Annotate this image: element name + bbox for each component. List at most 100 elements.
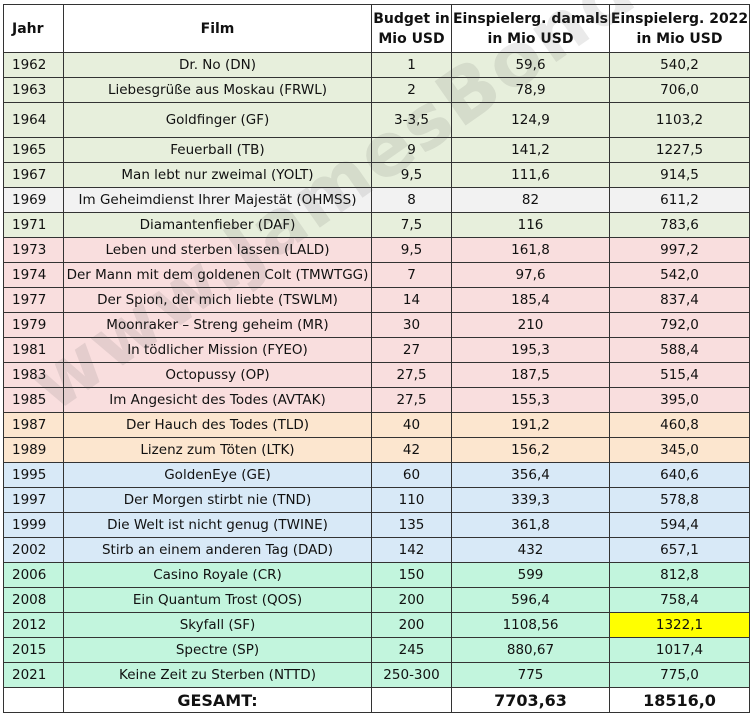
year-cell: 1963 bbox=[3, 77, 64, 103]
box-office-2022-cell: 640,6 bbox=[609, 462, 750, 488]
year-cell: 1985 bbox=[3, 387, 64, 413]
table-row: 2015 Spectre (SP) 245 880,67 1017,4 bbox=[3, 637, 750, 663]
box-office-2022-cell: 997,2 bbox=[609, 237, 750, 263]
box-office-2022-cell: 395,0 bbox=[609, 387, 750, 413]
year-cell: 2006 bbox=[3, 562, 64, 588]
budget-cell: 27,5 bbox=[371, 387, 452, 413]
table-row: 1983 Octopussy (OP) 27,5 187,5 515,4 bbox=[3, 362, 750, 388]
box-office-2022-cell: 914,5 bbox=[609, 162, 750, 188]
year-cell: 1981 bbox=[3, 337, 64, 363]
table-row: 1979 Moonraker – Streng geheim (MR) 30 210 7… bbox=[3, 312, 750, 338]
budget-cell: 14 bbox=[371, 287, 452, 313]
box-office-2022-cell: 775,0 bbox=[609, 662, 750, 688]
year-cell: 1969 bbox=[3, 187, 64, 213]
table-row: 1977 Der Spion, der mich liebte (TSWLM) 14… bbox=[3, 287, 750, 313]
budget-cell: 2 bbox=[371, 77, 452, 103]
film-title-cell: Der Morgen stirbt nie (TND) bbox=[63, 487, 372, 513]
table-row: 1981 In tödlicher Mission (FYEO) 27 195,3 58… bbox=[3, 337, 750, 363]
budget-cell: 27,5 bbox=[371, 362, 452, 388]
box-office-then-cell: 155,3 bbox=[451, 387, 610, 413]
budget-cell: 200 bbox=[371, 587, 452, 613]
table-row: 1974 Der Mann mit dem goldenen Colt (TMWT… bbox=[3, 262, 750, 288]
bond-box-office-table: Jahr Film Budget in Mio USD Einspielerg.… bbox=[3, 4, 750, 713]
box-office-then-cell: 185,4 bbox=[451, 287, 610, 313]
budget-cell: 8 bbox=[371, 187, 452, 213]
box-office-then-cell: 339,3 bbox=[451, 487, 610, 513]
budget-cell: 60 bbox=[371, 462, 452, 488]
box-office-then-cell: 210 bbox=[451, 312, 610, 338]
table-row: 1985 Im Angesicht des Todes (AVTAK) 27,5 15… bbox=[3, 387, 750, 413]
box-office-then-cell: 97,6 bbox=[451, 262, 610, 288]
header-film: Film bbox=[63, 4, 372, 53]
budget-cell: 7,5 bbox=[371, 212, 452, 238]
film-title-cell: GoldenEye (GE) bbox=[63, 462, 372, 488]
box-office-2022-cell: 594,4 bbox=[609, 512, 750, 538]
table-row: 1995 GoldenEye (GE) 60 356,4 640,6 bbox=[3, 462, 750, 488]
box-office-then-cell: 191,2 bbox=[451, 412, 610, 438]
header-budget-line1: Budget in bbox=[373, 10, 450, 27]
budget-cell: 135 bbox=[371, 512, 452, 538]
header-budget: Budget in Mio USD bbox=[371, 4, 452, 53]
total-empty-cell bbox=[3, 687, 64, 713]
year-cell: 2002 bbox=[3, 537, 64, 563]
film-title-cell: Keine Zeit zu Sterben (NTTD) bbox=[63, 662, 372, 688]
box-office-then-cell: 78,9 bbox=[451, 77, 610, 103]
box-office-2022-cell: 515,4 bbox=[609, 362, 750, 388]
header-budget-line2: Mio USD bbox=[378, 30, 445, 47]
box-office-2022-cell: 837,4 bbox=[609, 287, 750, 313]
film-title-cell: Moonraker – Streng geheim (MR) bbox=[63, 312, 372, 338]
header-einspiel-2022: Einspielerg. 2022 in Mio USD bbox=[609, 4, 750, 53]
film-title-cell: Octopussy (OP) bbox=[63, 362, 372, 388]
budget-cell: 9,5 bbox=[371, 237, 452, 263]
box-office-2022-cell: 792,0 bbox=[609, 312, 750, 338]
year-cell: 1997 bbox=[3, 487, 64, 513]
budget-cell: 3-3,5 bbox=[371, 102, 452, 138]
box-office-2022-cell: 1017,4 bbox=[609, 637, 750, 663]
box-office-then-cell: 356,4 bbox=[451, 462, 610, 488]
box-office-2022-cell: 657,1 bbox=[609, 537, 750, 563]
budget-cell: 30 bbox=[371, 312, 452, 338]
table-row: 1963 Liebesgrüße aus Moskau (FRWL) 2 78,9 70… bbox=[3, 77, 750, 103]
budget-cell: 27 bbox=[371, 337, 452, 363]
table-row: 1989 Lizenz zum Töten (LTK) 42 156,2 345,0 bbox=[3, 437, 750, 463]
box-office-then-cell: 880,67 bbox=[451, 637, 610, 663]
table-row: 1999 Die Welt ist nicht genug (TWINE) 135 3… bbox=[3, 512, 750, 538]
budget-cell: 150 bbox=[371, 562, 452, 588]
total-label: GESAMT: bbox=[63, 687, 372, 713]
year-cell: 2008 bbox=[3, 587, 64, 613]
year-cell: 1962 bbox=[3, 52, 64, 78]
box-office-then-cell: 82 bbox=[451, 187, 610, 213]
film-title-cell: Liebesgrüße aus Moskau (FRWL) bbox=[63, 77, 372, 103]
budget-cell: 1 bbox=[371, 52, 452, 78]
budget-cell: 9 bbox=[371, 137, 452, 163]
table-row: 1987 Der Hauch des Todes (TLD) 40 191,2 460,… bbox=[3, 412, 750, 438]
box-office-then-cell: 59,6 bbox=[451, 52, 610, 78]
film-title-cell: Man lebt nur zweimal (YOLT) bbox=[63, 162, 372, 188]
header-heute-line2: in Mio USD bbox=[636, 30, 723, 47]
film-title-cell: Spectre (SP) bbox=[63, 637, 372, 663]
header-jahr: Jahr bbox=[3, 4, 64, 53]
budget-cell: 110 bbox=[371, 487, 452, 513]
table-row: 2021 Keine Zeit zu Sterben (NTTD) 250-300 7… bbox=[3, 662, 750, 688]
table-row: 2002 Stirb an einem anderen Tag (DAD) 142 4… bbox=[3, 537, 750, 563]
year-cell: 1967 bbox=[3, 162, 64, 188]
budget-cell: 9,5 bbox=[371, 162, 452, 188]
box-office-2022-cell: 783,6 bbox=[609, 212, 750, 238]
box-office-2022-cell: 540,2 bbox=[609, 52, 750, 78]
year-cell: 1989 bbox=[3, 437, 64, 463]
year-cell: 1973 bbox=[3, 237, 64, 263]
film-title-cell: Im Angesicht des Todes (AVTAK) bbox=[63, 387, 372, 413]
table-row: 1969 Im Geheimdienst Ihrer Majestät (OHMS… bbox=[3, 187, 750, 213]
total-heute: 18516,0 bbox=[609, 687, 750, 713]
box-office-2022-cell: 1227,5 bbox=[609, 137, 750, 163]
budget-cell: 142 bbox=[371, 537, 452, 563]
year-cell: 1987 bbox=[3, 412, 64, 438]
header-heute-line1: Einspielerg. 2022 bbox=[610, 10, 749, 27]
film-title-cell: Casino Royale (CR) bbox=[63, 562, 372, 588]
year-cell: 1999 bbox=[3, 512, 64, 538]
box-office-2022-cell: 578,8 bbox=[609, 487, 750, 513]
table-row: 2012 Skyfall (SF) 200 1108,56 1322,1 bbox=[3, 612, 750, 638]
budget-cell: 7 bbox=[371, 262, 452, 288]
box-office-2022-cell: 542,0 bbox=[609, 262, 750, 288]
table-row: 1962 Dr. No (DN) 1 59,6 540,2 bbox=[3, 52, 750, 78]
